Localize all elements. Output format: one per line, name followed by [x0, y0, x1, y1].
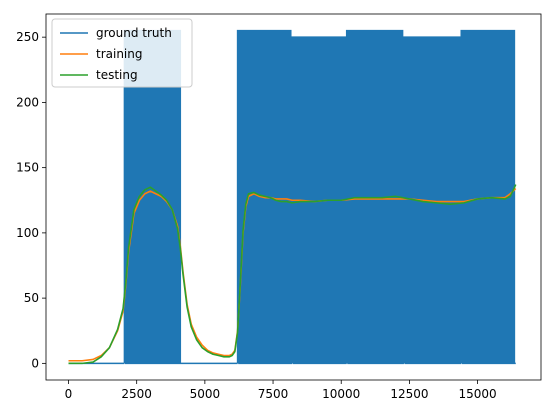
legend-label: training: [96, 47, 143, 61]
legend-entries: ground truth training testing: [60, 26, 172, 82]
legend-label: testing: [96, 68, 138, 82]
x-tick-label: 10000: [322, 387, 360, 401]
axes-frame: [45, 13, 542, 381]
axes-border: [45, 13, 542, 381]
y-axis: 0 50 100 150 200 250: [16, 30, 46, 370]
legend-box: [51, 18, 193, 88]
series-line-testing: [68, 184, 517, 365]
x-tick-label: 7500: [258, 387, 289, 401]
y-tick-label: 200: [16, 95, 39, 109]
x-tick-label: 12500: [390, 387, 428, 401]
y-tick-label: 0: [31, 356, 39, 370]
x-axis: 0 2500 5000 7500 10000 12500 15000: [65, 380, 497, 401]
legend: ground truth training testing: [51, 18, 193, 88]
y-tick-label: 50: [24, 291, 39, 305]
x-tick-label: 15000: [458, 387, 496, 401]
y-tick-label: 100: [16, 226, 39, 240]
x-tick-label: 5000: [190, 387, 221, 401]
legend-label: ground truth: [96, 26, 172, 40]
x-tick-label: 0: [65, 387, 73, 401]
y-tick-label: 150: [16, 161, 39, 175]
plot-area: 0 2500 5000 7500 10000 12500 15000 0 50 100 150 20…: [16, 13, 542, 401]
y-tick-label: 250: [16, 30, 39, 44]
x-tick-label: 2500: [121, 387, 152, 401]
